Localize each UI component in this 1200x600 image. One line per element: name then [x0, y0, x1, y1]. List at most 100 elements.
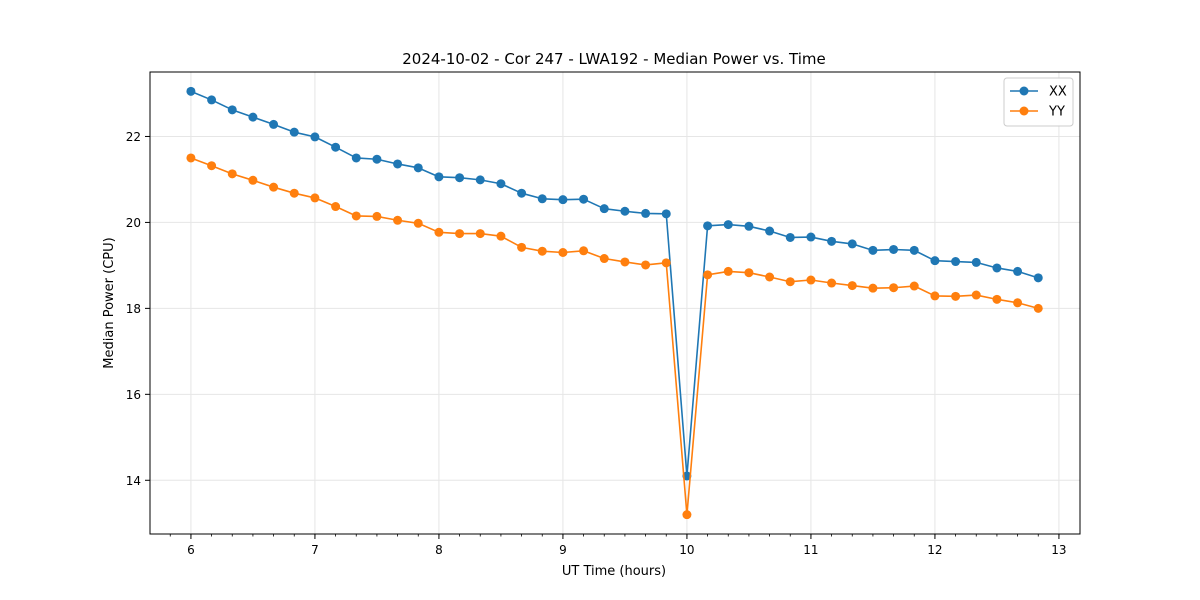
- data-point-yy: [351, 211, 361, 221]
- x-tick-label: 10: [679, 543, 694, 557]
- legend-marker: [1019, 86, 1029, 96]
- data-point-yy: [269, 182, 279, 192]
- x-tick-label: 12: [927, 543, 942, 557]
- x-tick-label: 6: [187, 543, 195, 557]
- data-point-yy: [331, 202, 341, 212]
- data-point-yy: [517, 242, 527, 252]
- legend-item-yy: YY: [1010, 105, 1065, 120]
- data-point-xx: [765, 226, 775, 236]
- data-point-yy: [207, 161, 217, 171]
- data-point-yy: [227, 169, 237, 179]
- legend-marker: [1019, 106, 1029, 116]
- x-tick-label: 8: [435, 543, 443, 557]
- legend: XX YY: [1003, 77, 1074, 127]
- y-tick-label: 22: [126, 130, 141, 144]
- data-point-xx: [269, 119, 279, 129]
- series-xx: [186, 86, 1043, 481]
- data-point-xx: [744, 221, 754, 231]
- data-point-yy: [723, 266, 733, 276]
- data-point-yy: [434, 227, 444, 237]
- data-point-xx: [723, 220, 733, 230]
- data-point-yy: [186, 153, 196, 163]
- data-point-yy: [558, 248, 568, 258]
- data-point-yy: [971, 290, 981, 300]
- data-point-yy: [537, 246, 547, 256]
- data-point-xx: [661, 209, 671, 219]
- data-point-yy: [641, 260, 651, 270]
- x-tick-label: 7: [311, 543, 319, 557]
- data-point-xx: [1013, 266, 1023, 276]
- data-point-xx: [579, 194, 589, 204]
- y-tick-label: 14: [126, 474, 141, 488]
- data-point-xx: [496, 179, 506, 189]
- data-point-xx: [351, 153, 361, 163]
- data-point-xx: [455, 173, 465, 183]
- data-point-yy: [951, 291, 961, 301]
- data-point-yy: [413, 218, 423, 228]
- data-point-xx: [393, 159, 403, 169]
- data-point-xx: [641, 208, 651, 218]
- data-point-xx: [620, 206, 630, 216]
- data-point-xx: [930, 256, 940, 266]
- data-point-yy: [289, 188, 299, 198]
- data-point-xx: [331, 142, 341, 152]
- legend-label: YY: [1048, 105, 1065, 120]
- data-point-yy: [579, 246, 589, 256]
- data-point-xx: [434, 172, 444, 182]
- y-axis-label: Median Power (CPU): [102, 237, 117, 368]
- plot-frame: [149, 71, 1081, 535]
- data-point-yy: [599, 254, 609, 264]
- data-point-yy: [785, 277, 795, 287]
- series-line-yy: [190, 157, 1039, 516]
- data-point-xx: [372, 154, 382, 164]
- data-point-yy: [310, 193, 320, 203]
- data-point-yy: [372, 211, 382, 221]
- y-tick-label: 20: [126, 216, 141, 230]
- y-tick-label: 18: [126, 302, 141, 316]
- data-point-yy: [620, 257, 630, 267]
- data-point-yy: [889, 283, 899, 293]
- data-point-xx: [992, 263, 1002, 273]
- y-tick-label: 16: [126, 388, 141, 402]
- data-point-xx: [517, 188, 527, 198]
- data-point-yy: [827, 278, 837, 288]
- data-point-xx: [310, 132, 320, 142]
- data-point-xx: [227, 105, 237, 115]
- data-point-xx: [971, 257, 981, 267]
- data-point-yy: [806, 275, 816, 285]
- data-point-yy: [661, 258, 671, 268]
- data-point-yy: [744, 268, 754, 278]
- x-tick-label: 9: [559, 543, 567, 557]
- grid: [150, 72, 1080, 534]
- series-yy: [186, 153, 1043, 520]
- data-point-yy: [930, 291, 940, 301]
- legend-item-xx: XX: [1010, 85, 1067, 100]
- data-point-xx: [806, 232, 816, 242]
- data-point-yy: [765, 272, 775, 282]
- data-point-yy: [868, 283, 878, 293]
- x-axis-label: UT Time (hours): [562, 564, 666, 579]
- x-tick-label: 11: [803, 543, 818, 557]
- chart-title: 2024-10-02 - Cor 247 - LWA192 - Median P…: [402, 50, 826, 68]
- x-tick-label: 13: [1051, 543, 1066, 557]
- data-point-yy: [1013, 298, 1023, 308]
- data-point-xx: [289, 127, 299, 137]
- data-point-yy: [682, 510, 692, 520]
- data-point-xx: [951, 257, 961, 267]
- data-point-xx: [847, 239, 857, 249]
- series-layer: [186, 86, 1043, 520]
- ticks: 6 7 8 9 10 11 12 13 14 16 18 20 22: [126, 130, 1067, 557]
- data-point-xx: [827, 236, 837, 246]
- data-point-xx: [558, 195, 568, 205]
- data-point-xx: [599, 204, 609, 214]
- data-point-xx: [868, 245, 878, 255]
- data-point-xx: [413, 163, 423, 173]
- data-point-yy: [1033, 303, 1043, 313]
- data-point-xx: [207, 95, 217, 105]
- data-point-yy: [703, 270, 713, 280]
- data-point-xx: [785, 232, 795, 242]
- data-point-yy: [393, 215, 403, 225]
- data-point-yy: [455, 229, 465, 239]
- data-point-xx: [889, 244, 899, 254]
